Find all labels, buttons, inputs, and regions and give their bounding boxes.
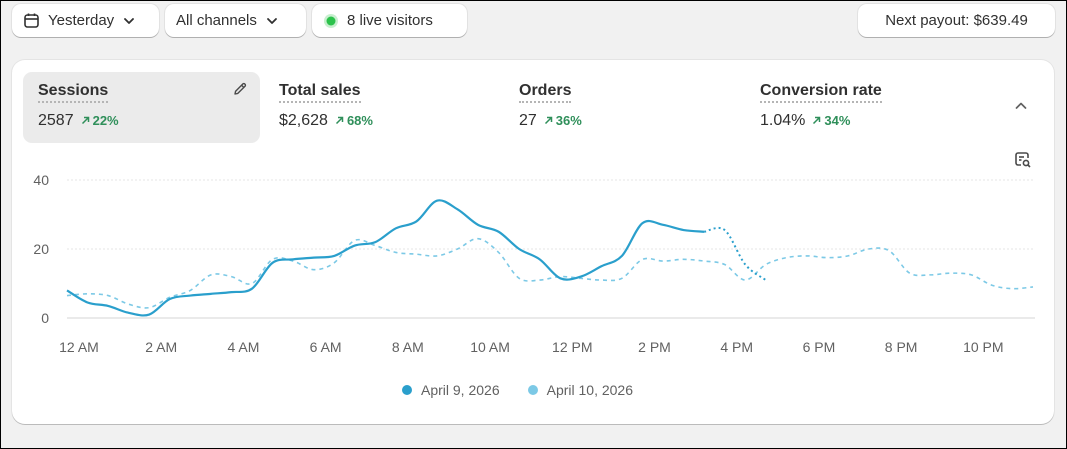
arrow-up-right-icon [812, 113, 821, 128]
next-payout-button[interactable]: Next payout: $639.49 [858, 4, 1055, 37]
metric-tab-conversion-rate[interactable]: Conversion rate 1.04% 34% [745, 72, 982, 143]
metric-value: 2587 [38, 112, 74, 129]
x-tick-label: 4 PM [720, 339, 753, 355]
metric-title: Total sales [279, 82, 361, 103]
live-status-dot-icon [323, 13, 339, 29]
toolbar: Yesterday All channels 8 live visitors N… [12, 4, 1055, 40]
metric-tab-sessions[interactable]: Sessions 2587 22% [23, 72, 260, 143]
series-line-april-9-projection [703, 226, 767, 281]
series-line-april-10 [66, 237, 1034, 309]
legend-label: April 9, 2026 [421, 382, 500, 398]
legend-dot-icon [402, 385, 412, 395]
x-tick-label: 6 AM [310, 339, 342, 355]
live-visitors-label: 8 live visitors [347, 12, 433, 29]
analytics-card: Sessions 2587 22% Total sales $2,628 68%… [12, 60, 1054, 424]
chevron-down-icon [122, 14, 136, 28]
arrow-up-right-icon [81, 113, 90, 128]
live-visitors-button[interactable]: 8 live visitors [312, 4, 467, 37]
metric-change-value: 34% [824, 113, 851, 128]
metric-title: Orders [519, 82, 572, 103]
x-tick-label: 2 AM [145, 339, 177, 355]
x-tick-label: 2 PM [638, 339, 671, 355]
metric-value: 1.04% [760, 112, 806, 129]
y-tick-label: 20 [33, 241, 49, 257]
metric-title: Conversion rate [760, 82, 882, 103]
chevron-up-icon[interactable] [1013, 98, 1029, 119]
x-tick-label: 12 AM [59, 339, 99, 355]
metric-change: 36% [544, 113, 582, 128]
pencil-icon[interactable] [232, 81, 248, 102]
chevron-down-icon [265, 14, 279, 28]
series-line-april-9 [66, 199, 705, 317]
x-tick-label: 10 AM [470, 339, 510, 355]
x-tick-label: 8 PM [885, 339, 918, 355]
metric-change: 68% [335, 113, 373, 128]
y-tick-label: 40 [33, 172, 49, 188]
x-tick-label: 6 PM [803, 339, 836, 355]
channel-filter-button[interactable]: All channels [165, 4, 306, 37]
sessions-chart: 40 20 0 12 AM 2 AM 4 AM 6 AM 8 AM 10 AM 12 PM 2 PM… [33, 172, 1035, 355]
channel-filter-label: All channels [176, 12, 257, 29]
legend-item-april-10[interactable]: April 10, 2026 [527, 382, 634, 398]
arrow-up-right-icon [544, 113, 553, 128]
date-range-button[interactable]: Yesterday [12, 4, 159, 37]
metric-value: $2,628 [279, 112, 328, 129]
legend-dot-icon [527, 385, 538, 395]
x-tick-label: 10 PM [963, 339, 1003, 355]
legend-item-april-9[interactable]: April 9, 2026 [402, 382, 500, 398]
metric-change: 34% [812, 113, 850, 128]
arrow-up-right-icon [335, 113, 344, 128]
x-tick-label: 4 AM [227, 339, 259, 355]
chart-legend: April 9, 2026 April 10, 2026 [402, 382, 633, 398]
metric-change-value: 22% [92, 113, 119, 128]
date-range-label: Yesterday [48, 12, 115, 29]
metric-title: Sessions [38, 82, 109, 103]
metric-change-value: 68% [346, 113, 373, 128]
view-report-icon[interactable] [1013, 150, 1033, 175]
x-tick-label: 12 PM [552, 339, 592, 355]
metric-change-value: 36% [555, 113, 582, 128]
calendar-icon [23, 12, 40, 29]
metric-value: 27 [519, 112, 537, 129]
metric-tab-orders[interactable]: Orders 27 36% [504, 72, 741, 143]
legend-label: April 10, 2026 [546, 382, 634, 398]
metric-change: 22% [81, 113, 119, 128]
metric-tab-total-sales[interactable]: Total sales $2,628 68% [264, 72, 501, 143]
x-tick-label: 8 AM [392, 339, 424, 355]
y-tick-label: 0 [41, 310, 49, 326]
next-payout-label: Next payout: $639.49 [885, 12, 1028, 29]
